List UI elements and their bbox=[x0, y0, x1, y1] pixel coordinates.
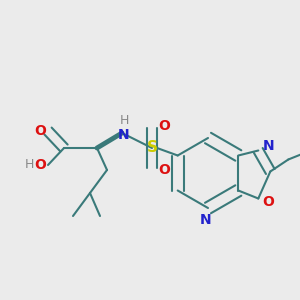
Text: O: O bbox=[262, 196, 274, 209]
Text: N: N bbox=[200, 213, 212, 227]
Text: H: H bbox=[24, 158, 34, 172]
Text: O: O bbox=[34, 124, 46, 138]
Text: S: S bbox=[146, 140, 158, 155]
Text: O: O bbox=[34, 158, 46, 172]
Text: O: O bbox=[158, 119, 170, 133]
Text: H: H bbox=[119, 113, 129, 127]
Text: O: O bbox=[158, 163, 170, 177]
Text: N: N bbox=[118, 128, 130, 142]
Text: N: N bbox=[262, 140, 274, 154]
